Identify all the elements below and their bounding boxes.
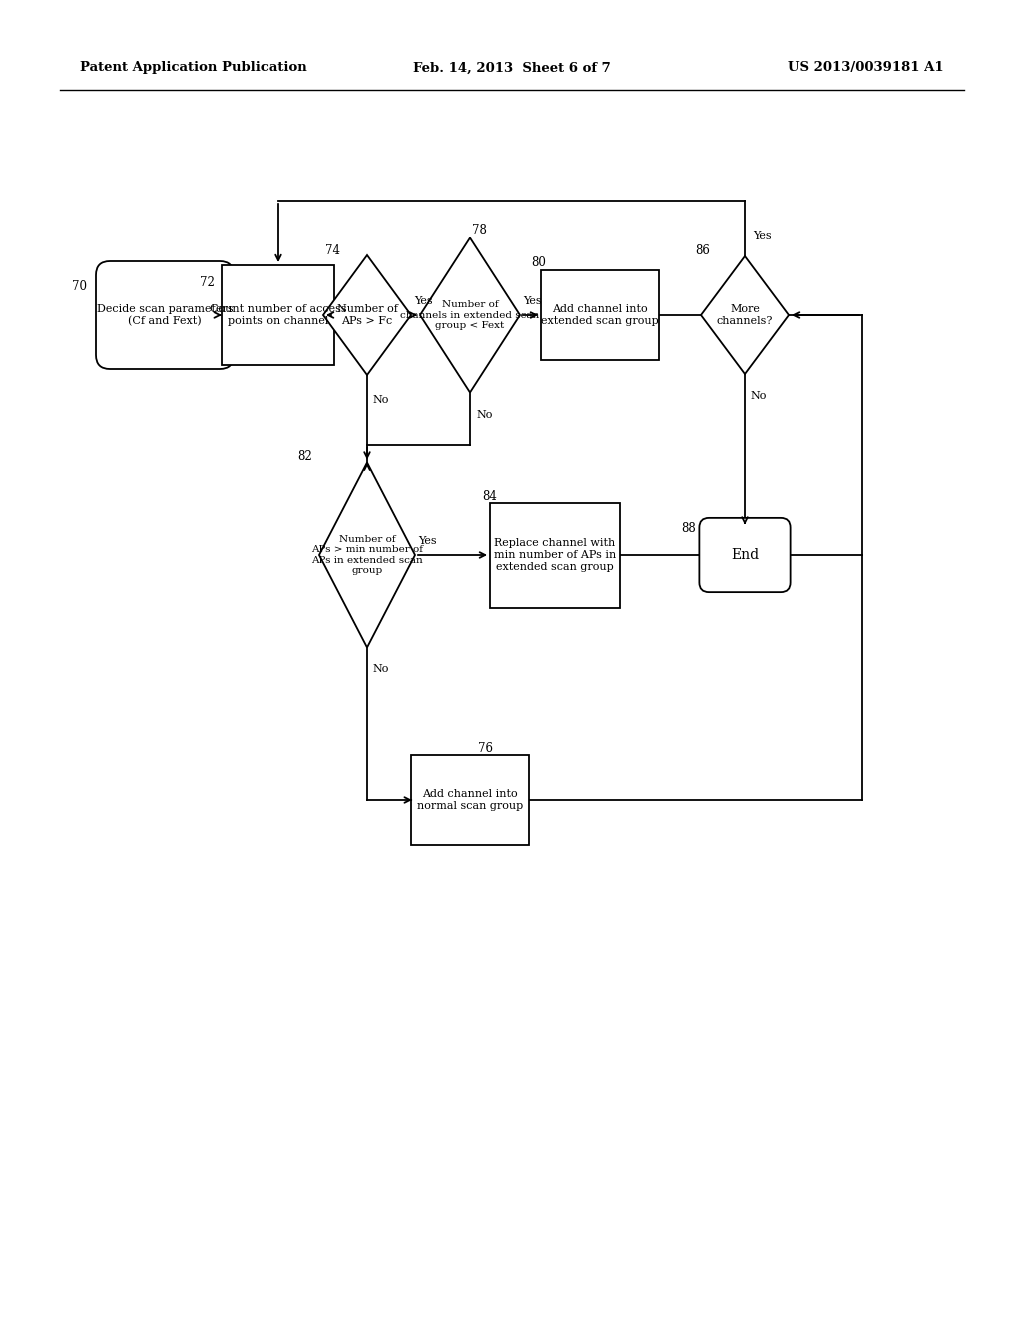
Text: Feb. 14, 2013  Sheet 6 of 7: Feb. 14, 2013 Sheet 6 of 7 — [413, 62, 611, 74]
Text: US 2013/0039181 A1: US 2013/0039181 A1 — [788, 62, 944, 74]
Text: Patent Application Publication: Patent Application Publication — [80, 62, 307, 74]
Text: No: No — [372, 395, 388, 405]
Text: 76: 76 — [478, 742, 493, 755]
Text: No: No — [476, 409, 493, 420]
Text: Add channel into
normal scan group: Add channel into normal scan group — [417, 789, 523, 810]
Text: Yes: Yes — [414, 296, 432, 306]
Bar — [222, 265, 334, 366]
Text: 70: 70 — [72, 281, 87, 293]
Text: Count number of access
points on channel: Count number of access points on channel — [210, 304, 346, 326]
Text: 88: 88 — [681, 523, 695, 536]
Polygon shape — [323, 255, 411, 375]
Bar — [411, 755, 529, 845]
Text: Yes: Yes — [753, 231, 772, 242]
Text: 80: 80 — [531, 256, 546, 269]
Text: Yes: Yes — [523, 296, 542, 306]
Text: 74: 74 — [325, 244, 340, 257]
Text: 72: 72 — [200, 276, 215, 289]
Text: Number of
channels in extended scan
group < Fext: Number of channels in extended scan grou… — [400, 300, 540, 330]
Polygon shape — [319, 462, 415, 648]
Text: 86: 86 — [695, 244, 710, 257]
Text: End: End — [731, 548, 759, 562]
Polygon shape — [701, 256, 790, 374]
Text: Replace channel with
min number of APs in
extended scan group: Replace channel with min number of APs i… — [494, 539, 616, 572]
Text: Number of
APs > Fc: Number of APs > Fc — [337, 304, 397, 326]
Text: Yes: Yes — [418, 536, 436, 546]
Text: More
channels?: More channels? — [717, 304, 773, 326]
Text: Number of
APs > min number of
APs in extended scan
group: Number of APs > min number of APs in ext… — [311, 535, 423, 576]
FancyBboxPatch shape — [96, 261, 234, 370]
Text: No: No — [372, 664, 388, 675]
Text: No: No — [750, 391, 766, 401]
Text: 82: 82 — [297, 450, 311, 463]
Polygon shape — [420, 238, 520, 392]
Bar — [541, 271, 659, 360]
Text: Add channel into
extended scan group: Add channel into extended scan group — [541, 304, 658, 326]
Text: Decide scan parameters
(Cf and Fext): Decide scan parameters (Cf and Fext) — [96, 304, 233, 326]
Text: 84: 84 — [482, 491, 497, 503]
FancyBboxPatch shape — [699, 517, 791, 593]
Text: 78: 78 — [472, 223, 486, 236]
Bar — [490, 503, 620, 607]
